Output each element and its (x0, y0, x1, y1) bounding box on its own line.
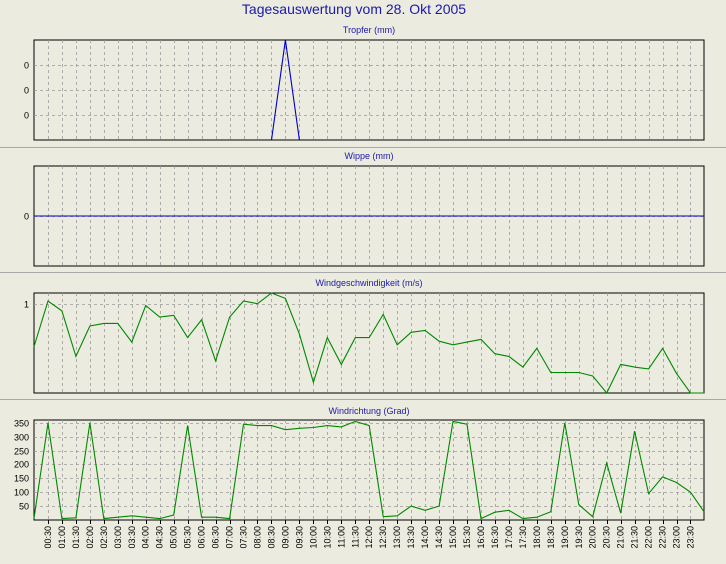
x-tick-label: 19:30 (574, 526, 584, 549)
chart-panels: Tropfer (mm) 0 0 0 Wippe (mm) 0 Windgeschwindi… (0, 25, 726, 549)
series-line (270, 39, 300, 141)
x-tick-label: 20:00 (588, 526, 598, 549)
x-axis: 00:30 01:00 01:30 02:00 02:30 03:00 03:30 04:00… (43, 520, 696, 549)
chart-panel-1: Tropfer (mm) 0 0 0 (0, 25, 726, 148)
x-tick-label: 17:30 (518, 526, 528, 549)
x-tick-label: 23:30 (686, 526, 696, 549)
x-tick-label: 14:00 (420, 526, 430, 549)
x-tick-label: 15:00 (448, 526, 458, 549)
x-tick-label: 05:30 (183, 526, 193, 549)
series-line (33, 420, 705, 520)
x-tick-label: 18:30 (546, 526, 556, 549)
x-tick-label: 05:00 (169, 526, 179, 549)
x-tick-label: 19:00 (560, 526, 570, 549)
x-tick-label: 22:00 (644, 526, 654, 549)
plot-frame (33, 419, 705, 521)
x-tick-label: 20:30 (602, 526, 612, 549)
x-tick-label: 12:30 (378, 526, 388, 549)
x-tick-label: 10:30 (322, 526, 332, 549)
y-tick-label: 150 (14, 474, 29, 484)
x-tick-label: 02:30 (99, 526, 109, 549)
x-tick-label: 21:30 (630, 526, 640, 549)
x-tick-label: 07:00 (225, 526, 235, 549)
chart-panel-4: Windrichtung (Grad) 50 100 150 200 250 300 350 (14, 406, 705, 521)
y-tick-label: 0 (24, 61, 29, 71)
x-tick-label: 01:30 (71, 526, 81, 549)
x-tick-label: 04:30 (155, 526, 165, 549)
x-tick-label: 16:00 (476, 526, 486, 549)
x-tick-label: 06:00 (197, 526, 207, 549)
x-tick-label: 08:00 (253, 526, 263, 549)
panel-title: Tropfer (mm) (343, 25, 395, 35)
panel-title: Wippe (mm) (345, 151, 394, 161)
x-tick-label: 22:30 (658, 526, 668, 549)
x-tick-label: 15:30 (462, 526, 472, 549)
panel-title: Windgeschwindigkeit (m/s) (315, 278, 422, 288)
y-tick-label: 200 (14, 460, 29, 470)
x-tick-label: 09:00 (280, 526, 290, 549)
chart-panel-2: Wippe (mm) 0 (0, 151, 726, 273)
x-tick-label: 04:00 (141, 526, 151, 549)
x-tick-label: 18:00 (532, 526, 542, 549)
plot-frame (33, 39, 705, 141)
x-tick-label: 10:00 (308, 526, 318, 549)
y-tick-label: 250 (14, 447, 29, 457)
y-tick-label: 300 (14, 433, 29, 443)
x-tick-label: 21:00 (616, 526, 626, 549)
x-tick-label: 01:00 (57, 526, 67, 549)
y-tick-label: 0 (24, 212, 29, 222)
x-tick-label: 02:00 (85, 526, 95, 549)
x-tick-label: 11:00 (336, 526, 346, 548)
x-tick-label: 11:30 (350, 526, 360, 548)
x-tick-label: 00:30 (43, 526, 53, 549)
panel-title: Windrichtung (Grad) (328, 406, 409, 416)
page-title: Tagesauswertung vom 28. Okt 2005 (242, 1, 466, 17)
y-tick-label: 1 (24, 300, 29, 310)
x-tick-label: 06:30 (211, 526, 221, 549)
x-tick-label: 07:30 (239, 526, 249, 549)
x-tick-label: 03:00 (113, 526, 123, 549)
x-tick-label: 08:30 (267, 526, 277, 549)
x-tick-label: 23:00 (672, 526, 682, 549)
chart-panel-3: Windgeschwindigkeit (m/s) 1 (0, 278, 726, 400)
x-tick-label: 13:30 (406, 526, 416, 549)
series-line (33, 292, 704, 395)
x-tick-label: 09:30 (294, 526, 304, 549)
plot-frame (33, 292, 705, 394)
y-tick-label: 350 (14, 419, 29, 429)
x-tick-label: 17:00 (504, 526, 514, 549)
y-tick-label: 0 (24, 86, 29, 96)
x-tick-label: 16:30 (490, 526, 500, 549)
y-tick-label: 50 (19, 502, 29, 512)
x-tick-label: 14:30 (434, 526, 444, 549)
x-tick-label: 13:00 (392, 526, 402, 549)
x-tick-label: 03:30 (127, 526, 137, 549)
y-tick-label: 100 (14, 488, 29, 498)
x-tick-label: 12:00 (364, 526, 374, 549)
y-tick-label: 0 (24, 111, 29, 121)
